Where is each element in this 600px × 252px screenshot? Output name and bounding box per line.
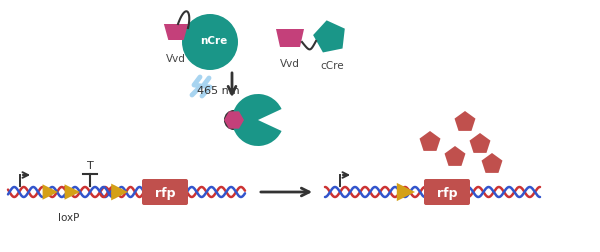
FancyBboxPatch shape bbox=[142, 179, 188, 205]
Polygon shape bbox=[111, 184, 128, 201]
Polygon shape bbox=[276, 30, 304, 48]
Polygon shape bbox=[455, 112, 475, 131]
Polygon shape bbox=[397, 183, 415, 201]
Text: Vvd: Vvd bbox=[280, 59, 300, 69]
Polygon shape bbox=[313, 21, 345, 53]
Polygon shape bbox=[445, 146, 466, 166]
Polygon shape bbox=[482, 153, 502, 173]
Polygon shape bbox=[164, 25, 188, 41]
Text: Vvd: Vvd bbox=[166, 54, 186, 64]
Text: cCre: cCre bbox=[320, 61, 344, 71]
Text: T: T bbox=[86, 160, 94, 170]
Text: rfp: rfp bbox=[437, 186, 457, 199]
Polygon shape bbox=[224, 112, 244, 129]
Text: nCre: nCre bbox=[200, 36, 227, 46]
Polygon shape bbox=[65, 184, 80, 200]
Text: loxP: loxP bbox=[58, 212, 80, 222]
Polygon shape bbox=[419, 132, 440, 151]
Text: 465 nm: 465 nm bbox=[197, 86, 239, 96]
FancyBboxPatch shape bbox=[424, 179, 470, 205]
Wedge shape bbox=[232, 94, 281, 146]
Circle shape bbox=[182, 15, 238, 71]
Polygon shape bbox=[43, 184, 58, 200]
Polygon shape bbox=[470, 134, 490, 153]
Text: rfp: rfp bbox=[155, 186, 175, 199]
